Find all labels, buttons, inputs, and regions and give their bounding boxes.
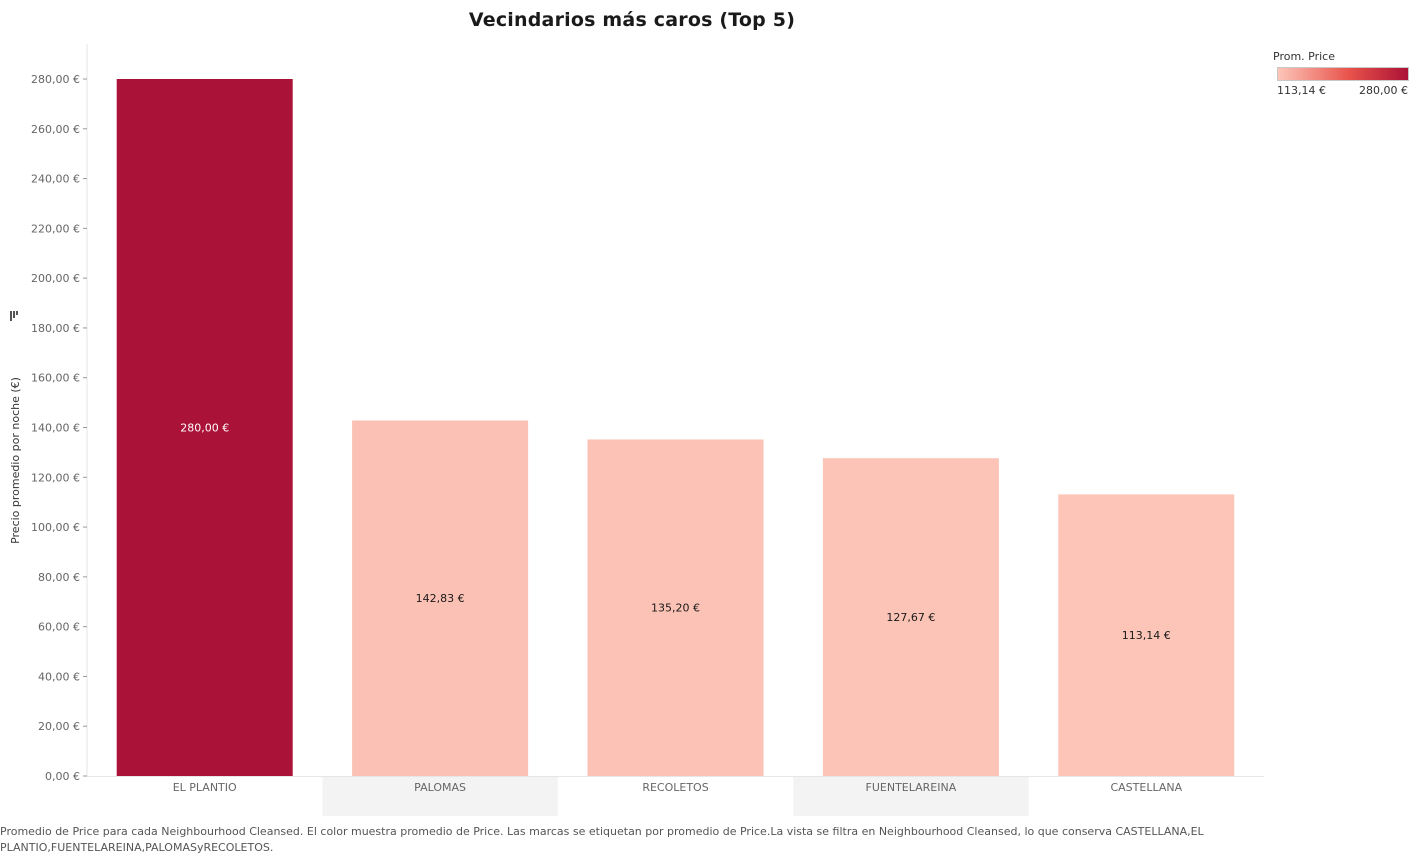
x-category-label[interactable]: PALOMAS bbox=[414, 781, 466, 794]
bar-recoletos[interactable] bbox=[587, 439, 764, 776]
chart-caption: Promedio de Price para cada Neighbourhoo… bbox=[0, 825, 1204, 854]
y-tick-label: 80,00 € bbox=[38, 571, 80, 584]
x-band-shade bbox=[793, 777, 1029, 816]
y-tick-label: 0,00 € bbox=[45, 770, 80, 783]
y-tick-label: 280,00 € bbox=[31, 73, 80, 86]
y-tick-label: 100,00 € bbox=[31, 521, 80, 534]
sort-descending-icon[interactable] bbox=[16, 311, 18, 315]
sort-descending-icon[interactable] bbox=[13, 311, 15, 318]
legend-title: Prom. Price bbox=[1273, 50, 1335, 63]
y-tick-label: 200,00 € bbox=[31, 272, 80, 285]
y-tick-label: 160,00 € bbox=[31, 372, 80, 385]
y-tick-label: 180,00 € bbox=[31, 322, 80, 335]
legend-gradient bbox=[1277, 67, 1409, 81]
color-legend[interactable]: Prom. Price 113,14 € 280,00 € bbox=[1273, 50, 1413, 100]
chart-title: Vecindarios más caros (Top 5) bbox=[468, 9, 796, 31]
bar-data-label: 280,00 € bbox=[180, 422, 229, 435]
bar-fuentelareina[interactable] bbox=[822, 458, 999, 776]
y-tick-label: 220,00 € bbox=[31, 222, 80, 235]
bar-palomas[interactable] bbox=[352, 420, 529, 776]
x-band-shade bbox=[322, 777, 558, 816]
y-tick-label: 260,00 € bbox=[31, 123, 80, 136]
x-category-label[interactable]: EL PLANTIO bbox=[173, 781, 237, 794]
bar-data-label: 127,67 € bbox=[886, 611, 935, 624]
bar-data-label: 135,20 € bbox=[651, 602, 700, 615]
bar-el-plantio[interactable] bbox=[116, 79, 293, 776]
y-axis-title: Precio promedio por noche (€) bbox=[9, 377, 22, 544]
bar-data-label: 142,83 € bbox=[416, 592, 465, 605]
y-tick-label: 60,00 € bbox=[38, 621, 80, 634]
y-tick-label: 240,00 € bbox=[31, 173, 80, 186]
y-tick-label: 120,00 € bbox=[31, 471, 80, 484]
sort-descending-icon[interactable] bbox=[10, 311, 12, 321]
bar-castellana[interactable] bbox=[1058, 494, 1235, 776]
legend-max-label: 280,00 € bbox=[1359, 84, 1408, 97]
legend-min-label: 113,14 € bbox=[1277, 84, 1326, 97]
x-category-label[interactable]: FUENTELAREINA bbox=[866, 781, 957, 794]
y-tick-label: 20,00 € bbox=[38, 720, 80, 733]
y-tick-label: 140,00 € bbox=[31, 422, 80, 435]
x-category-label[interactable]: RECOLETOS bbox=[642, 781, 708, 794]
x-category-label[interactable]: CASTELLANA bbox=[1110, 781, 1182, 794]
y-tick-label: 40,00 € bbox=[38, 670, 80, 683]
bar-data-label: 113,14 € bbox=[1122, 629, 1171, 642]
